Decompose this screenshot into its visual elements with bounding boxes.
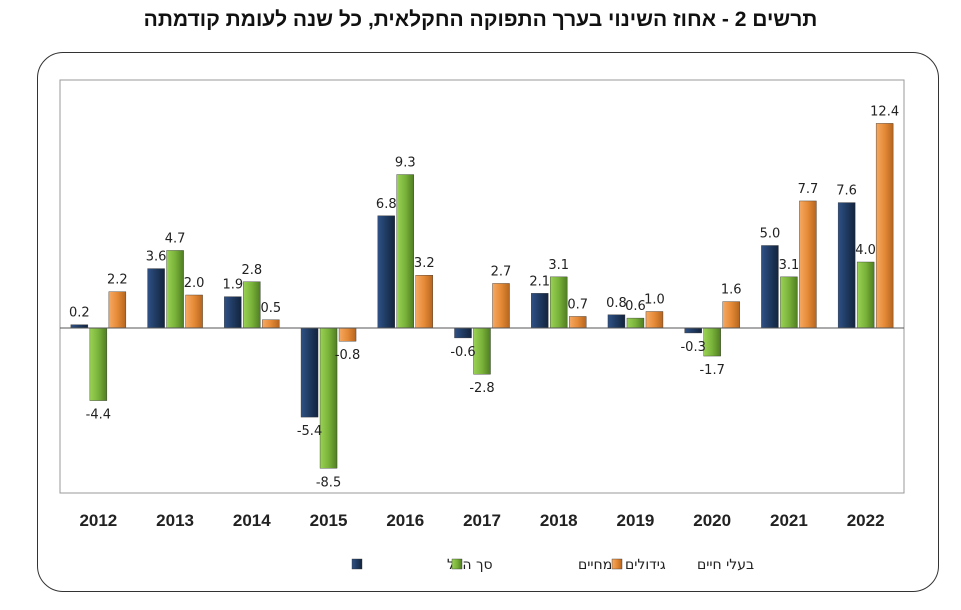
data-label-total-2019: 0.8 [606, 296, 627, 311]
data-label-total-2020: -0.3 [680, 340, 705, 355]
bar-total-2020 [684, 327, 702, 334]
bar-livestock-2017 [492, 283, 510, 329]
bar-total-2022 [837, 202, 856, 329]
bar-total-2019 [607, 314, 626, 329]
data-label-livestock-2021: 7.7 [798, 182, 819, 197]
bar-livestock-2018 [569, 316, 587, 329]
legend-swatch-plants [451, 558, 463, 570]
data-label-plants-2021: 3.1 [779, 258, 800, 273]
data-label-total-2022: 7.6 [836, 184, 857, 199]
x-tick-label-2020: 2020 [693, 511, 731, 530]
bar-total-2013 [147, 268, 165, 329]
bar-livestock-2012 [108, 291, 127, 329]
bar-total-2017 [454, 327, 472, 339]
data-label-plants-2015: -8.5 [316, 475, 341, 490]
legend-label-livestock: בעלי חיים [697, 557, 754, 573]
data-label-livestock-2019: 1.0 [644, 293, 665, 308]
bar-livestock-2022 [875, 123, 894, 329]
data-label-livestock-2012: 2.2 [107, 273, 128, 288]
data-label-total-2018: 2.1 [529, 274, 550, 289]
data-label-livestock-2015: -0.8 [335, 348, 360, 363]
data-label-plants-2018: 3.1 [548, 258, 569, 273]
bar-plants-2020 [703, 327, 721, 357]
bar-total-2021 [761, 245, 779, 329]
bar-livestock-2013 [185, 294, 203, 329]
bar-plants-2016 [396, 174, 414, 329]
x-tick-label-2022: 2022 [847, 511, 885, 530]
bar-plants-2014 [243, 281, 261, 329]
bar-livestock-2021 [799, 200, 817, 329]
data-label-total-2012: 0.2 [69, 306, 90, 321]
data-label-livestock-2020: 1.6 [721, 283, 742, 298]
bar-plants-2019 [626, 317, 645, 329]
chart-title: תרשים 2 - אחוז השינוי בערך התפוקה החקלאי… [143, 8, 818, 31]
data-label-plants-2019: 0.6 [625, 299, 646, 314]
x-tick-label-2013: 2013 [156, 511, 194, 530]
data-label-livestock-2022: 12.4 [870, 104, 899, 119]
legend-swatch-livestock [611, 558, 623, 570]
data-label-livestock-2017: 2.7 [491, 264, 512, 279]
x-tick-label-2016: 2016 [386, 511, 424, 530]
bar-total-2016 [377, 215, 395, 329]
bar-livestock-2020 [722, 301, 740, 329]
data-label-total-2014: 1.9 [222, 278, 243, 293]
data-label-plants-2017: -2.8 [469, 381, 494, 396]
data-label-livestock-2014: 0.5 [260, 301, 281, 316]
x-tick-label-2014: 2014 [233, 511, 271, 530]
data-label-plants-2012: -4.4 [86, 408, 111, 423]
bar-livestock-2016 [415, 275, 433, 329]
data-label-plants-2020: -1.7 [699, 363, 724, 378]
x-tick-label-2019: 2019 [617, 511, 655, 530]
bar-livestock-2019 [645, 311, 664, 329]
data-label-plants-2013: 4.7 [165, 231, 186, 246]
bar-livestock-2015 [338, 327, 357, 342]
data-label-total-2013: 3.6 [146, 250, 167, 265]
bar-plants-2022 [856, 261, 875, 329]
bar-plants-2012 [89, 327, 108, 401]
data-label-total-2015: -5.4 [297, 424, 322, 439]
data-label-total-2016: 6.8 [376, 197, 397, 212]
bar-total-2015 [300, 327, 319, 418]
bar-livestock-2014 [262, 319, 280, 329]
bar-plants-2013 [166, 250, 184, 329]
data-label-livestock-2016: 3.2 [414, 256, 435, 271]
x-tick-label-2015: 2015 [310, 511, 348, 530]
plot-area [59, 79, 905, 494]
data-label-livestock-2013: 2.0 [184, 276, 205, 291]
data-label-plants-2014: 2.8 [241, 263, 262, 278]
x-tick-label-2021: 2021 [770, 511, 808, 530]
bar-plants-2021 [780, 276, 798, 329]
x-tick-label-2012: 2012 [79, 511, 117, 530]
bar-total-2018 [531, 293, 549, 329]
data-label-total-2017: -0.6 [450, 345, 475, 360]
x-tick-label-2018: 2018 [540, 511, 578, 530]
x-tick-label-2017: 2017 [463, 511, 501, 530]
bar-total-2014 [224, 296, 242, 329]
data-label-plants-2016: 9.3 [395, 156, 416, 171]
bar-plants-2017 [473, 327, 491, 375]
bar-plants-2018 [550, 276, 568, 329]
data-label-plants-2022: 4.0 [855, 243, 876, 258]
legend: סך הכל גידולים צמחיים בעלי חיים [351, 557, 754, 573]
data-label-total-2021: 5.0 [760, 227, 781, 242]
legend-swatch-total [351, 558, 363, 570]
data-label-livestock-2018: 0.7 [567, 297, 588, 312]
